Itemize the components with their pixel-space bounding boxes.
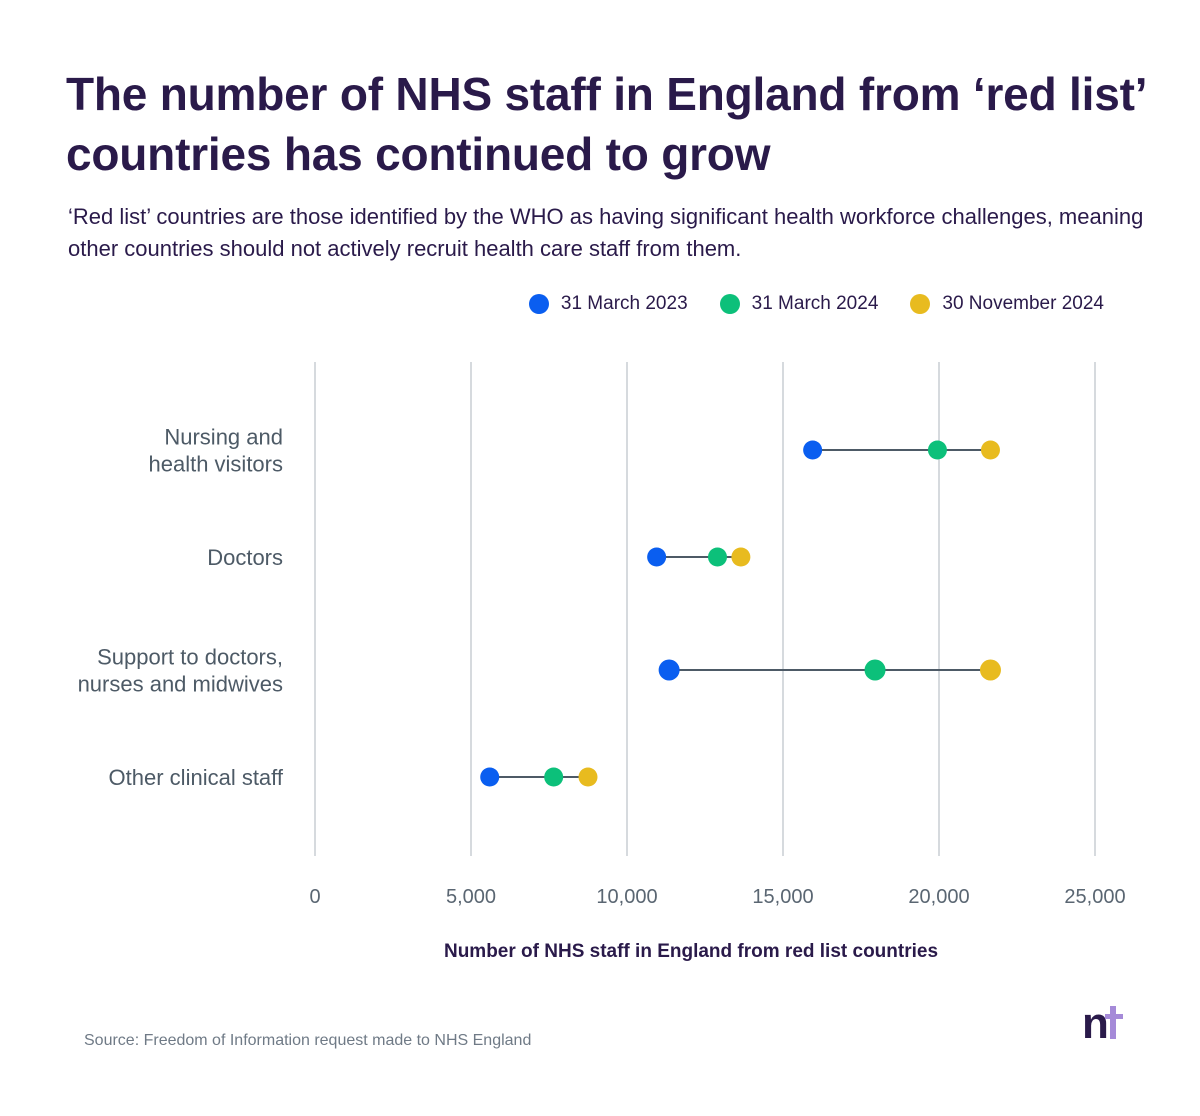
data-point xyxy=(803,440,823,460)
data-point xyxy=(980,440,1000,460)
x-axis-title: Number of NHS staff in England from red … xyxy=(444,941,938,962)
legend-dot-icon xyxy=(910,294,931,314)
legend-dot-icon xyxy=(528,294,549,314)
logo-letter-t-bar xyxy=(1105,1014,1123,1019)
source-note: Source: Freedom of Information request m… xyxy=(84,1032,532,1049)
x-tick-label: 25,000 xyxy=(1064,886,1125,908)
dumbbell-chart: 0 5,000 10,000 15,000 20,000 25,000 Number of … xyxy=(78,362,1126,962)
data-point xyxy=(979,659,1001,681)
category-label: Support to doctors, nurses and midwives xyxy=(78,645,283,697)
x-tick-label: 0 xyxy=(309,886,320,908)
category-label: Other clinical staff xyxy=(109,765,284,790)
legend-item-nov-2024: 30 November 2024 xyxy=(910,293,1104,315)
x-tick-label: 20,000 xyxy=(908,886,969,908)
data-point xyxy=(658,659,680,681)
data-point xyxy=(731,547,751,567)
legend-item-2024: 31 March 2024 xyxy=(719,293,879,315)
data-point xyxy=(578,767,598,787)
data-point xyxy=(864,659,886,681)
legend: 31 March 2023 31 March 2024 30 November … xyxy=(528,293,1104,315)
data-point xyxy=(647,547,667,567)
legend-label: 31 March 2023 xyxy=(560,293,688,314)
nt-logo-icon: n xyxy=(1082,1000,1123,1048)
legend-label: 30 November 2024 xyxy=(942,293,1104,314)
category-label: Nursing and health visitors xyxy=(148,425,283,477)
logo-letter-t-stem xyxy=(1110,1006,1116,1039)
category-label: Doctors xyxy=(207,545,283,570)
x-tick-label: 10,000 xyxy=(596,886,657,908)
data-point xyxy=(707,547,727,567)
x-tick-label: 15,000 xyxy=(752,886,813,908)
chart-title: The number of NHS staff in England from … xyxy=(66,68,1145,180)
logo-letter-n: n xyxy=(1082,1000,1109,1048)
x-tick-label: 5,000 xyxy=(446,886,496,908)
legend-label: 31 March 2024 xyxy=(751,293,879,314)
data-point xyxy=(544,767,564,787)
legend-item-2023: 31 March 2023 xyxy=(528,293,688,315)
data-point xyxy=(927,440,947,460)
legend-dot-icon xyxy=(719,294,740,314)
data-point xyxy=(480,767,500,787)
chart-subtitle: ‘Red list’ countries are those identifie… xyxy=(68,204,1144,261)
